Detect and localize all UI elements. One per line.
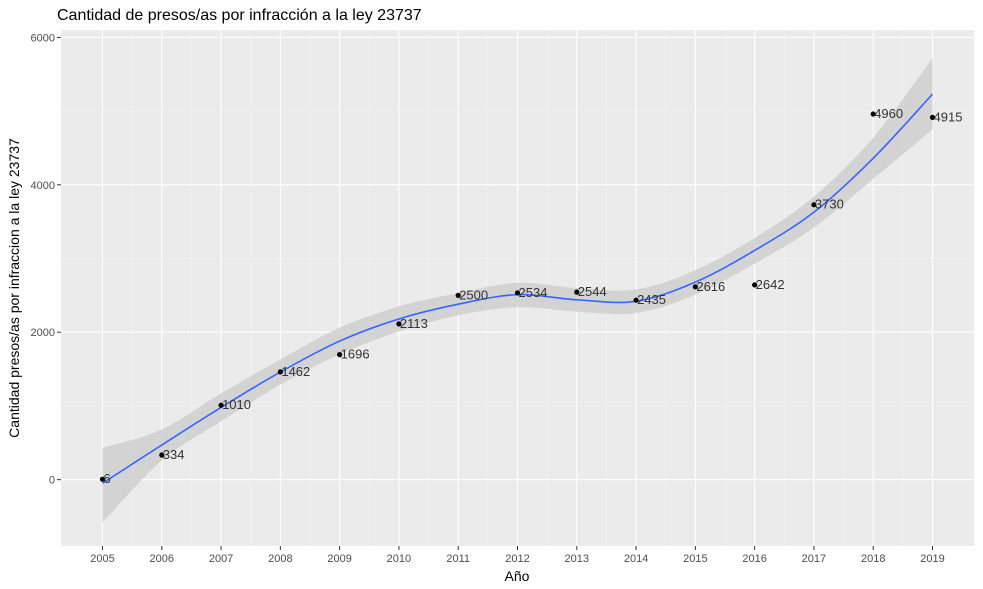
x-tick-label: 2018: [861, 553, 885, 565]
data-point: [811, 202, 817, 208]
data-point: [277, 369, 283, 375]
data-point: [218, 402, 224, 408]
x-tick-label: 2017: [802, 553, 826, 565]
data-point: [633, 297, 639, 303]
data-point: [574, 289, 580, 295]
data-label: 2534: [519, 285, 548, 300]
data-point: [929, 114, 936, 120]
data-label: 4960: [874, 106, 903, 121]
data-label: 1696: [341, 347, 370, 362]
y-axis-title: Cantidad presos/as por infraccion a la l…: [6, 138, 22, 438]
x-tick-label: 2015: [683, 553, 707, 565]
x-axis-title: Año: [505, 568, 530, 584]
data-point: [99, 476, 106, 482]
x-tick-label: 2014: [624, 553, 648, 565]
x-tick-label: 2009: [327, 553, 351, 565]
y-tick-label: 6000: [31, 32, 55, 44]
y-axis: 0 2000 4000 6000: [31, 32, 61, 487]
data-point: [396, 321, 402, 327]
x-tick-label: 2006: [150, 553, 174, 565]
x-tick-label: 2019: [920, 553, 944, 565]
data-label: 2642: [756, 277, 785, 292]
x-tick-label: 2007: [209, 553, 233, 565]
data-point: [870, 111, 876, 117]
x-tick-label: 2013: [565, 553, 589, 565]
data-point: [159, 452, 165, 458]
y-tick-label: 2000: [31, 327, 55, 339]
x-axis: 2005 2006 2007 2008 2009 2010 2011 2012 2013 2014…: [90, 546, 945, 565]
data-point: [752, 282, 758, 288]
data-point: [337, 352, 343, 358]
data-label: 6: [104, 471, 111, 486]
data-labels: 6 334 1010 1462 1696 2113 2500 2534 2544 2435 2616…: [104, 106, 963, 486]
y-tick-label: 4000: [31, 180, 55, 192]
data-point: [514, 290, 521, 296]
confidence-ribbon: [102, 58, 933, 523]
x-tick-label: 2011: [446, 553, 470, 565]
data-label: 2616: [696, 279, 725, 294]
data-label: 1010: [222, 397, 251, 412]
x-tick-label: 2016: [742, 553, 766, 565]
data-label: 2500: [459, 287, 488, 302]
data-label: 334: [163, 447, 185, 462]
data-label: 2544: [578, 284, 607, 299]
data-point: [692, 284, 698, 290]
data-label: 2435: [637, 292, 666, 307]
x-tick-label: 2010: [387, 553, 411, 565]
x-tick-label: 2008: [268, 553, 292, 565]
y-tick-label: 0: [49, 475, 55, 487]
data-label: 4915: [934, 109, 963, 124]
x-tick-label: 2012: [505, 553, 529, 565]
data-points: [99, 111, 936, 482]
data-label: 2113: [400, 316, 428, 331]
data-label: 3730: [815, 197, 844, 212]
chart-title: Cantidad de presos/as por infracción a l…: [57, 7, 422, 24]
x-tick-label: 2005: [90, 553, 114, 565]
data-label: 1462: [281, 364, 310, 379]
data-point: [455, 292, 461, 298]
